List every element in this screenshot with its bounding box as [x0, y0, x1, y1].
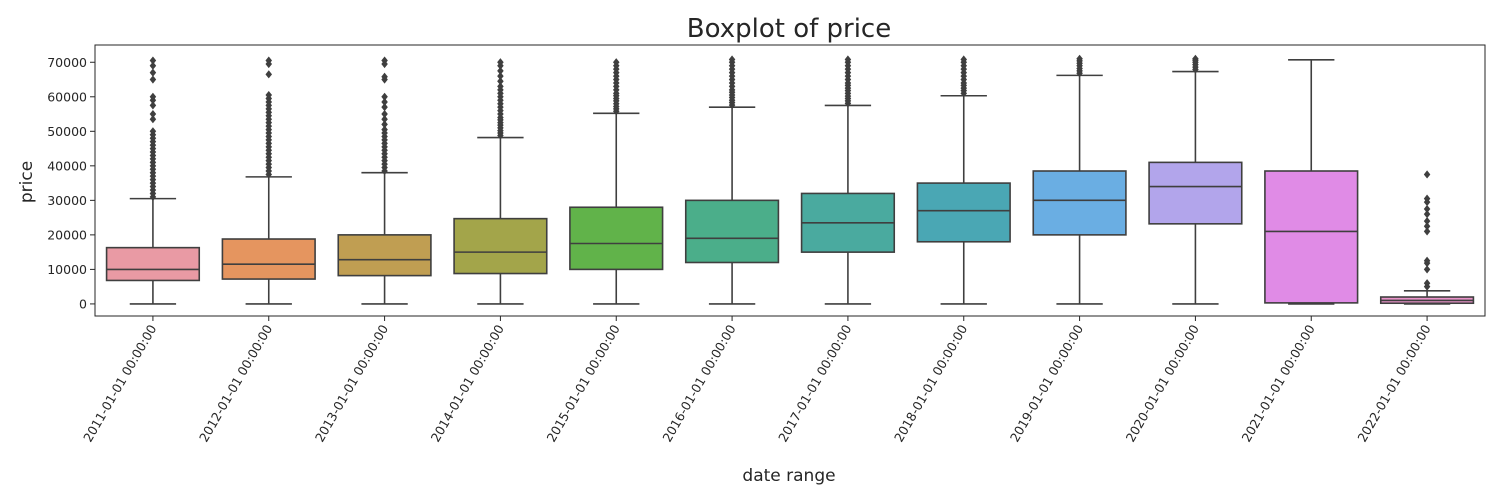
- outlier-point: [381, 103, 388, 112]
- box: [569, 206, 664, 271]
- outlier-point: [381, 72, 388, 81]
- box-group: [916, 55, 1011, 305]
- y-tick-label: 40000: [47, 158, 87, 173]
- outlier-point: [1423, 227, 1431, 236]
- box-group: [569, 58, 664, 305]
- outlier-point: [149, 61, 157, 70]
- box: [1264, 170, 1359, 304]
- outlier-point: [265, 90, 273, 100]
- outlier-point: [497, 71, 504, 81]
- x-tick-label: 2017-01-01 00:00:00: [775, 322, 854, 445]
- outlier-point: [960, 55, 968, 64]
- box-group: [1379, 170, 1475, 305]
- x-tick-label: 2021-01-01 00:00:00: [1238, 322, 1317, 445]
- outlier-point: [1076, 54, 1083, 63]
- outlier-point: [1423, 279, 1431, 288]
- outlier-point: [381, 56, 388, 65]
- box-group: [800, 55, 896, 305]
- x-tick-label: 2015-01-01 00:00:00: [543, 322, 622, 445]
- outlier-point: [149, 115, 157, 124]
- x-tick-label: 2018-01-01 00:00:00: [891, 322, 970, 445]
- box: [684, 199, 780, 264]
- box-group: [105, 56, 201, 305]
- y-axis-label: price: [17, 161, 37, 203]
- x-tick-label: 2016-01-01 00:00:00: [659, 322, 738, 445]
- x-tick-label: 2012-01-01 00:00:00: [196, 322, 275, 445]
- outlier-point: [149, 92, 157, 101]
- box: [1148, 161, 1243, 225]
- box: [1032, 170, 1127, 236]
- y-tick-label: 10000: [47, 262, 87, 277]
- outlier-point: [149, 75, 157, 84]
- outlier-point: [381, 97, 388, 107]
- x-tick-label: 2013-01-01 00:00:00: [312, 322, 391, 445]
- outlier-point: [1423, 210, 1431, 219]
- box-group: [337, 56, 432, 305]
- y-tick-label: 60000: [47, 89, 87, 104]
- y-tick-label: 30000: [47, 193, 87, 208]
- x-tick-label: 2019-01-01 00:00:00: [1007, 322, 1086, 445]
- outlier-point: [381, 115, 388, 124]
- outlier-point: [1423, 194, 1431, 203]
- x-axis: 2011-01-01 00:00:00 2012-01-01 00:00:00 20…: [80, 316, 1434, 444]
- outlier-point: [381, 109, 388, 119]
- outlier-point: [497, 66, 504, 75]
- x-tick-label: 2014-01-01 00:00:00: [428, 322, 507, 445]
- x-tick-label: 2011-01-01 00:00:00: [80, 322, 159, 445]
- outlier-point: [265, 70, 273, 79]
- outlier-point: [381, 125, 388, 134]
- box: [337, 234, 432, 277]
- box: [105, 246, 201, 282]
- plot-frame: [94, 44, 1486, 317]
- outlier-point: [497, 77, 504, 86]
- outlier-point: [497, 82, 504, 91]
- outlier-point: [1423, 256, 1431, 265]
- outlier-point: [149, 127, 157, 136]
- box-group: [1032, 54, 1127, 305]
- y-axis: 0 10000 20000 30000 40000 50000 60000 70000: [47, 55, 95, 311]
- x-tick-label: 2022-01-01 00:00:00: [1354, 322, 1433, 445]
- y-tick-label: 70000: [47, 55, 87, 70]
- outlier-point: [1423, 222, 1431, 231]
- chart-title: Boxplot of price: [687, 14, 891, 44]
- outlier-point: [1423, 204, 1431, 214]
- outlier-point: [728, 55, 736, 64]
- x-axis-label: date range: [742, 466, 835, 486]
- outlier-point: [1423, 170, 1431, 179]
- outlier-point: [612, 58, 620, 67]
- outlier-point: [149, 56, 157, 65]
- box-group: [453, 58, 548, 305]
- plot-area: [105, 54, 1475, 305]
- y-tick-label: 0: [79, 296, 87, 311]
- outlier-point: [265, 56, 273, 65]
- box-group: [1264, 59, 1359, 305]
- outlier-point: [1423, 265, 1431, 274]
- box: [221, 238, 316, 280]
- y-tick-label: 20000: [47, 227, 87, 242]
- box: [916, 182, 1011, 243]
- box-group: [1148, 54, 1243, 305]
- outlier-point: [149, 68, 157, 77]
- outlier-point: [1192, 54, 1199, 63]
- x-tick-label: 2020-01-01 00:00:00: [1123, 322, 1202, 445]
- box-group: [684, 55, 780, 305]
- outlier-point: [844, 55, 852, 64]
- box: [453, 217, 548, 275]
- outlier-point: [497, 58, 504, 67]
- outlier-point: [381, 92, 388, 101]
- outlier-point: [149, 109, 157, 119]
- y-tick-label: 50000: [47, 124, 87, 139]
- outlier-point: [149, 101, 157, 110]
- box-group: [221, 56, 316, 305]
- outlier-point: [1423, 216, 1431, 226]
- outlier-point: [381, 120, 388, 129]
